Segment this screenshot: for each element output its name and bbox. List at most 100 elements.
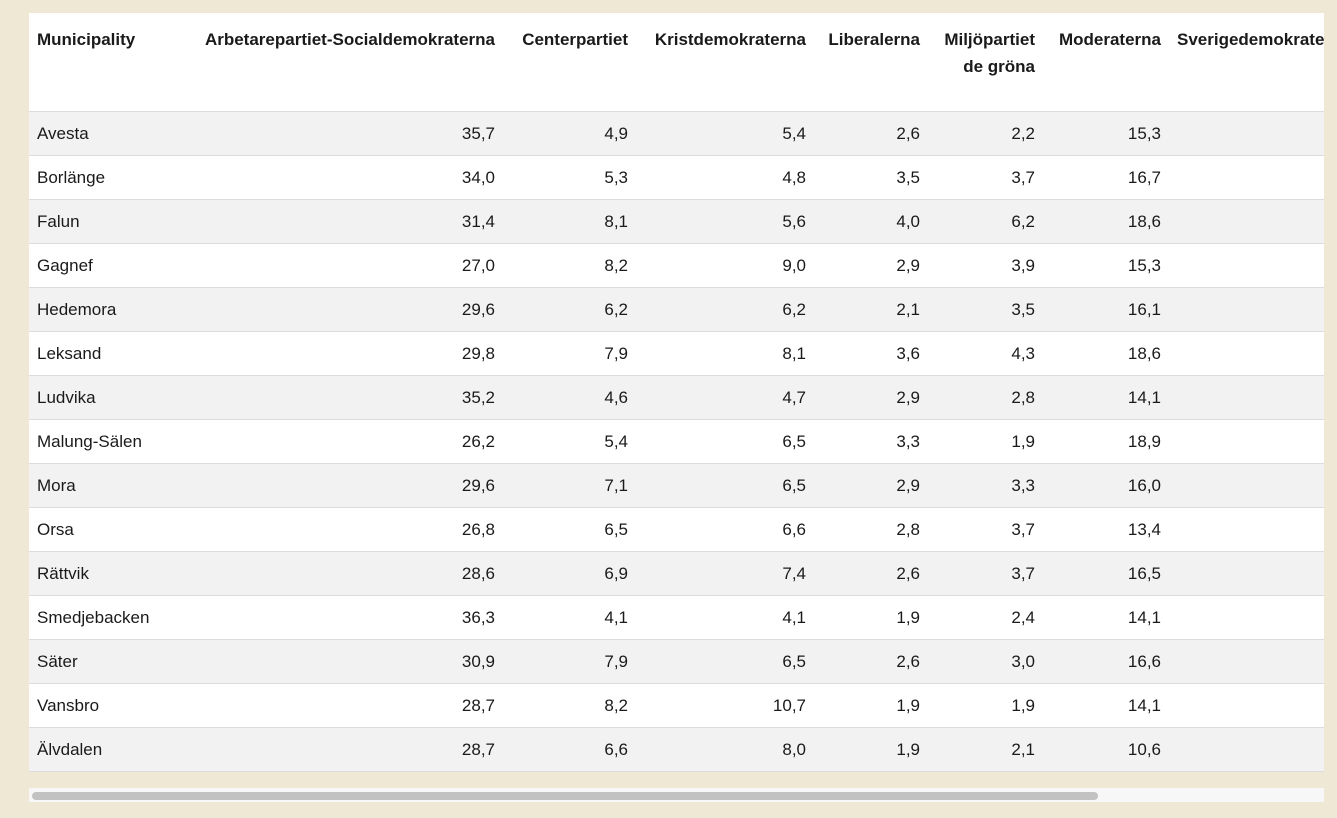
value-cell: 3,7 [920, 507, 1035, 552]
value-cell [1161, 419, 1324, 464]
value-cell: 2,1 [920, 727, 1035, 772]
value-cell: 8,2 [495, 243, 628, 288]
value-cell: 8,2 [495, 683, 628, 728]
column-header-arbetarepartiet-socialdemokraterna: Arbetarepartiet-Socialdemokraterna [163, 13, 495, 112]
value-cell [1161, 727, 1324, 772]
value-cell: 6,5 [628, 463, 806, 508]
value-cell: 29,6 [163, 463, 495, 508]
table-body: Avesta 35,7 4,9 5,4 2,6 2,2 15,3 Borlänge 34,0 5,… [29, 111, 1324, 772]
value-cell: 13,4 [1035, 507, 1161, 552]
value-cell: 2,6 [806, 639, 920, 684]
table-row: Borlänge 34,0 5,3 4,8 3,5 3,7 16,7 [29, 155, 1324, 200]
value-cell: 2,2 [920, 111, 1035, 156]
value-cell: 4,7 [628, 375, 806, 420]
value-cell: 3,6 [806, 331, 920, 376]
value-cell: 8,1 [628, 331, 806, 376]
value-cell: 4,1 [495, 595, 628, 640]
horizontal-scrollbar[interactable] [29, 788, 1324, 802]
value-cell: 3,9 [920, 243, 1035, 288]
value-cell: 2,4 [920, 595, 1035, 640]
table-row: Orsa 26,8 6,5 6,6 2,8 3,7 13,4 [29, 507, 1324, 552]
value-cell: 1,9 [806, 595, 920, 640]
value-cell: 5,4 [495, 419, 628, 464]
table-row: Hedemora 29,6 6,2 6,2 2,1 3,5 16,1 [29, 287, 1324, 332]
municipality-cell: Falun [29, 199, 163, 244]
municipality-cell: Mora [29, 463, 163, 508]
value-cell: 10,7 [628, 683, 806, 728]
municipality-cell: Orsa [29, 507, 163, 552]
table-row: Smedjebacken 36,3 4,1 4,1 1,9 2,4 14,1 [29, 595, 1324, 640]
municipality-cell: Säter [29, 639, 163, 684]
value-cell: 4,6 [495, 375, 628, 420]
column-header-centerpartiet: Centerpartiet [495, 13, 628, 112]
table-row: Rättvik 28,6 6,9 7,4 2,6 3,7 16,5 [29, 551, 1324, 596]
column-header-liberalerna: Liberalerna [806, 13, 920, 112]
table-row: Falun 31,4 8,1 5,6 4,0 6,2 18,6 [29, 199, 1324, 244]
table-row: Mora 29,6 7,1 6,5 2,9 3,3 16,0 [29, 463, 1324, 508]
value-cell: 2,9 [806, 375, 920, 420]
value-cell [1161, 199, 1324, 244]
column-header-kristdemokraterna: Kristdemokraterna [628, 13, 806, 112]
value-cell [1161, 507, 1324, 552]
value-cell: 6,2 [495, 287, 628, 332]
value-cell: 36,3 [163, 595, 495, 640]
scrollbar-thumb[interactable] [32, 792, 1098, 800]
value-cell: 6,2 [628, 287, 806, 332]
value-cell: 16,6 [1035, 639, 1161, 684]
municipality-cell: Gagnef [29, 243, 163, 288]
column-header-moderaterna: Moderaterna [1035, 13, 1161, 112]
table-row: Gagnef 27,0 8,2 9,0 2,9 3,9 15,3 [29, 243, 1324, 288]
value-cell: 16,5 [1035, 551, 1161, 596]
value-cell: 6,5 [628, 639, 806, 684]
value-cell: 1,9 [920, 683, 1035, 728]
value-cell: 6,5 [628, 419, 806, 464]
value-cell: 2,1 [806, 287, 920, 332]
value-cell: 14,1 [1035, 683, 1161, 728]
value-cell: 3,7 [920, 155, 1035, 200]
value-cell: 1,9 [806, 683, 920, 728]
value-cell: 35,2 [163, 375, 495, 420]
value-cell: 6,6 [495, 727, 628, 772]
table-row: Malung-Sälen 26,2 5,4 6,5 3,3 1,9 18,9 [29, 419, 1324, 464]
municipality-cell: Avesta [29, 111, 163, 156]
value-cell: 26,8 [163, 507, 495, 552]
value-cell [1161, 683, 1324, 728]
value-cell: 8,0 [628, 727, 806, 772]
municipality-results-table: Municipality Arbetarepartiet-Socialdemok… [29, 13, 1324, 772]
table-viewport[interactable]: Municipality Arbetarepartiet-Socialdemok… [29, 13, 1324, 772]
value-cell: 3,5 [920, 287, 1035, 332]
value-cell [1161, 331, 1324, 376]
value-cell: 26,2 [163, 419, 495, 464]
municipality-cell: Hedemora [29, 287, 163, 332]
value-cell: 2,6 [806, 111, 920, 156]
value-cell: 10,6 [1035, 727, 1161, 772]
value-cell: 7,9 [495, 331, 628, 376]
value-cell: 28,6 [163, 551, 495, 596]
value-cell: 7,1 [495, 463, 628, 508]
value-cell: 4,9 [495, 111, 628, 156]
table-row: Säter 30,9 7,9 6,5 2,6 3,0 16,6 [29, 639, 1324, 684]
value-cell: 5,6 [628, 199, 806, 244]
table-row: Älvdalen 28,7 6,6 8,0 1,9 2,1 10,6 [29, 727, 1324, 772]
value-cell: 15,3 [1035, 243, 1161, 288]
municipality-cell: Älvdalen [29, 727, 163, 772]
value-cell: 28,7 [163, 727, 495, 772]
value-cell: 27,0 [163, 243, 495, 288]
value-cell: 30,9 [163, 639, 495, 684]
value-cell: 29,6 [163, 287, 495, 332]
value-cell: 31,4 [163, 199, 495, 244]
municipality-cell: Rättvik [29, 551, 163, 596]
value-cell: 29,8 [163, 331, 495, 376]
column-header-miljopartiet: Miljöpartiet de gröna [920, 13, 1035, 112]
value-cell: 4,8 [628, 155, 806, 200]
table-row: Avesta 35,7 4,9 5,4 2,6 2,2 15,3 [29, 111, 1324, 156]
municipality-cell: Smedjebacken [29, 595, 163, 640]
column-header-municipality: Municipality [29, 13, 163, 112]
value-cell: 35,7 [163, 111, 495, 156]
municipality-cell: Vansbro [29, 683, 163, 728]
municipality-cell: Leksand [29, 331, 163, 376]
value-cell: 2,9 [806, 243, 920, 288]
value-cell [1161, 639, 1324, 684]
value-cell: 18,6 [1035, 331, 1161, 376]
value-cell: 4,0 [806, 199, 920, 244]
